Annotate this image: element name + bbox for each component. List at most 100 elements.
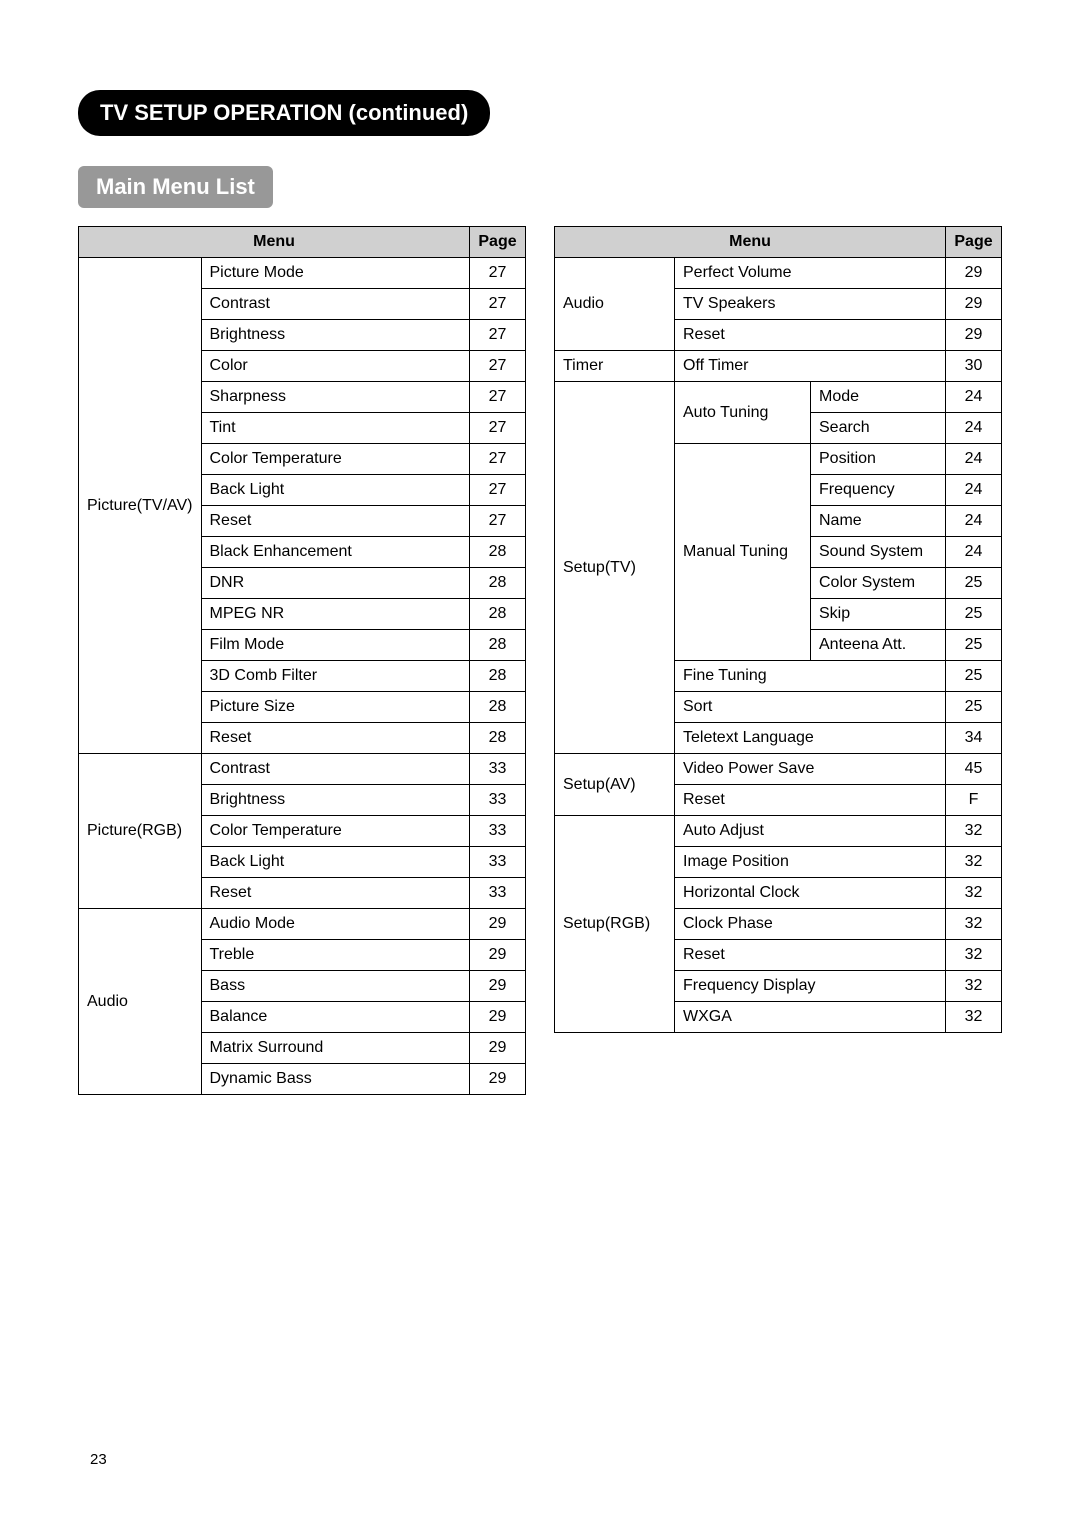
menu-item: Image Position	[675, 847, 946, 878]
menu-page: 28	[470, 568, 526, 599]
menu-item: Contrast	[201, 754, 470, 785]
menu-page: 24	[946, 444, 1002, 475]
menu-item: Auto Adjust	[675, 816, 946, 847]
menu-page: 29	[946, 320, 1002, 351]
menu-item: Matrix Surround	[201, 1033, 470, 1064]
tables-row: Menu Page Picture(TV/AV)Picture Mode27Co…	[78, 226, 1002, 1095]
menu-page: 25	[946, 630, 1002, 661]
menu-page: 27	[470, 320, 526, 351]
menu-item: Perfect Volume	[675, 258, 946, 289]
menu-item: Brightness	[201, 785, 470, 816]
menu-item: Treble	[201, 940, 470, 971]
menu-page: 33	[470, 754, 526, 785]
menu-item: Off Timer	[675, 351, 946, 382]
menu-page: F	[946, 785, 1002, 816]
menu-page: 24	[946, 506, 1002, 537]
left-menu-table: Menu Page Picture(TV/AV)Picture Mode27Co…	[78, 226, 526, 1095]
table-row: Picture(RGB)Contrast33	[79, 754, 526, 785]
menu-page: 28	[470, 599, 526, 630]
menu-item: Color Temperature	[201, 816, 470, 847]
menu-page: 32	[946, 940, 1002, 971]
page-header: Page	[946, 227, 1002, 258]
menu-page: 27	[470, 475, 526, 506]
menu-page: 32	[946, 878, 1002, 909]
menu-item: Back Light	[201, 475, 470, 506]
menu-item: Brightness	[201, 320, 470, 351]
menu-item: Sound System	[811, 537, 946, 568]
menu-page: 28	[470, 630, 526, 661]
menu-header: Menu	[555, 227, 946, 258]
menu-page: 27	[470, 258, 526, 289]
menu-page: 25	[946, 568, 1002, 599]
menu-subcategory: Manual Tuning	[675, 444, 811, 661]
menu-item: Frequency	[811, 475, 946, 506]
menu-item: Frequency Display	[675, 971, 946, 1002]
right-menu-table: Menu Page AudioPerfect Volume29TV Speake…	[554, 226, 1002, 1033]
menu-item: Color	[201, 351, 470, 382]
menu-item: Reset	[675, 320, 946, 351]
menu-item: Color Temperature	[201, 444, 470, 475]
menu-page: 25	[946, 599, 1002, 630]
menu-category: Picture(TV/AV)	[79, 258, 202, 754]
menu-header: Menu	[79, 227, 470, 258]
menu-page: 27	[470, 444, 526, 475]
menu-page: 29	[470, 1064, 526, 1095]
menu-page: 27	[470, 413, 526, 444]
menu-page: 27	[470, 289, 526, 320]
menu-item: Search	[811, 413, 946, 444]
table-row: AudioAudio Mode29	[79, 909, 526, 940]
menu-item: DNR	[201, 568, 470, 599]
menu-item: WXGA	[675, 1002, 946, 1033]
menu-category: Picture(RGB)	[79, 754, 202, 909]
table-row: Picture(TV/AV)Picture Mode27	[79, 258, 526, 289]
menu-page: 24	[946, 475, 1002, 506]
menu-page: 24	[946, 413, 1002, 444]
menu-page: 27	[470, 382, 526, 413]
menu-page: 28	[470, 692, 526, 723]
menu-page: 25	[946, 661, 1002, 692]
menu-page: 33	[470, 816, 526, 847]
menu-item: Name	[811, 506, 946, 537]
menu-category: Audio	[555, 258, 675, 351]
menu-item: Teletext Language	[675, 723, 946, 754]
menu-item: Bass	[201, 971, 470, 1002]
menu-page: 32	[946, 847, 1002, 878]
menu-page: 45	[946, 754, 1002, 785]
menu-item: TV Speakers	[675, 289, 946, 320]
menu-category: Timer	[555, 351, 675, 382]
section-title-pill: TV SETUP OPERATION (continued)	[78, 90, 490, 136]
menu-item: Mode	[811, 382, 946, 413]
menu-page: 27	[470, 506, 526, 537]
menu-item: 3D Comb Filter	[201, 661, 470, 692]
menu-item: Picture Mode	[201, 258, 470, 289]
menu-category: Audio	[79, 909, 202, 1095]
menu-page: 29	[470, 909, 526, 940]
menu-category: Setup(TV)	[555, 382, 675, 754]
table-row: Setup(AV)Video Power Save45	[555, 754, 1002, 785]
menu-page: 33	[470, 878, 526, 909]
menu-page: 33	[470, 847, 526, 878]
table-header-row: Menu Page	[555, 227, 1002, 258]
menu-item: Clock Phase	[675, 909, 946, 940]
menu-page: 28	[470, 661, 526, 692]
menu-item: Contrast	[201, 289, 470, 320]
menu-page: 32	[946, 1002, 1002, 1033]
menu-page: 25	[946, 692, 1002, 723]
menu-item: Audio Mode	[201, 909, 470, 940]
page-header: Page	[470, 227, 526, 258]
menu-item: Color System	[811, 568, 946, 599]
menu-item: Sort	[675, 692, 946, 723]
menu-page: 32	[946, 971, 1002, 1002]
menu-item: Reset	[201, 723, 470, 754]
menu-item: Dynamic Bass	[201, 1064, 470, 1095]
menu-page: 32	[946, 909, 1002, 940]
table-row: Setup(RGB)Auto Adjust32	[555, 816, 1002, 847]
menu-item: Horizontal Clock	[675, 878, 946, 909]
menu-item: Anteena Att.	[811, 630, 946, 661]
menu-page: 33	[470, 785, 526, 816]
menu-item: Reset	[201, 506, 470, 537]
menu-category: Setup(RGB)	[555, 816, 675, 1033]
page-number: 23	[90, 1451, 107, 1468]
menu-item: Film Mode	[201, 630, 470, 661]
menu-item: Back Light	[201, 847, 470, 878]
